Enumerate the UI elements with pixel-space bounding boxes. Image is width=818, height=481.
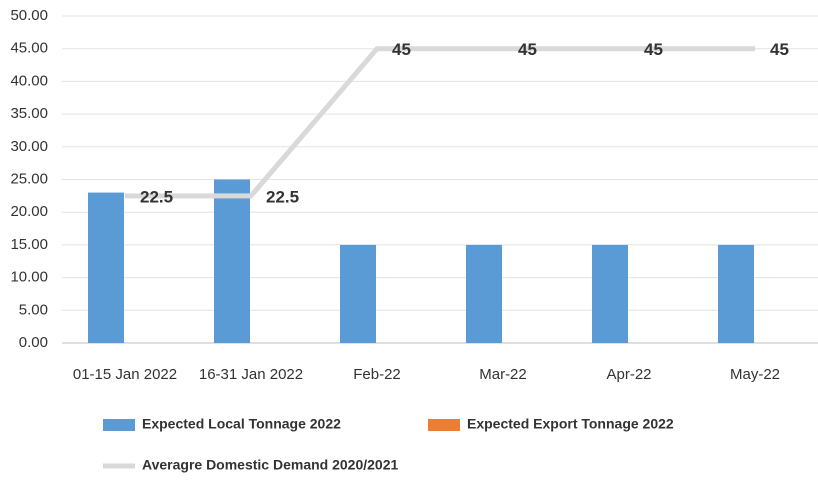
- bar: [466, 244, 502, 343]
- y-tick-label: 50.00: [10, 7, 48, 24]
- y-tick-label: 15.00: [10, 236, 48, 253]
- bar: [718, 244, 754, 343]
- y-tick-label: 5.00: [19, 301, 48, 318]
- x-tick-label: 16-31 Jan 2022: [199, 366, 303, 383]
- data-label: 45: [518, 40, 537, 59]
- data-label: 45: [392, 40, 411, 59]
- bar: [214, 179, 250, 343]
- legend-swatch: [428, 419, 460, 431]
- data-label: 22.5: [140, 187, 173, 206]
- x-tick-label: 01-15 Jan 2022: [73, 366, 177, 383]
- legend-label: Averagre Domestic Demand 2020/2021: [142, 457, 399, 473]
- data-label: 45: [770, 40, 789, 59]
- data-label: 45: [644, 40, 663, 59]
- data-label: 22.5: [266, 187, 299, 206]
- x-tick-label: Mar-22: [479, 366, 527, 383]
- legend-swatch: [103, 419, 135, 431]
- x-tick-label: Feb-22: [353, 366, 401, 383]
- legend-label: Expected Export Tonnage 2022: [467, 416, 674, 432]
- line: [125, 46, 755, 199]
- bar: [340, 244, 376, 343]
- legend-label: Expected Local Tonnage 2022: [142, 416, 341, 432]
- x-tick-label: May-22: [730, 366, 780, 383]
- y-tick-label: 30.00: [10, 138, 48, 155]
- y-tick-label: 25.00: [10, 170, 48, 187]
- y-tick-label: 10.00: [10, 269, 48, 286]
- y-tick-label: 35.00: [10, 105, 48, 122]
- y-tick-label: 0.00: [19, 334, 48, 351]
- x-tick-label: Apr-22: [606, 366, 651, 383]
- y-tick-label: 45.00: [10, 40, 48, 57]
- y-tick-label: 40.00: [10, 72, 48, 89]
- bar: [592, 244, 628, 343]
- bar: [88, 192, 124, 343]
- y-tick-label: 20.00: [10, 203, 48, 220]
